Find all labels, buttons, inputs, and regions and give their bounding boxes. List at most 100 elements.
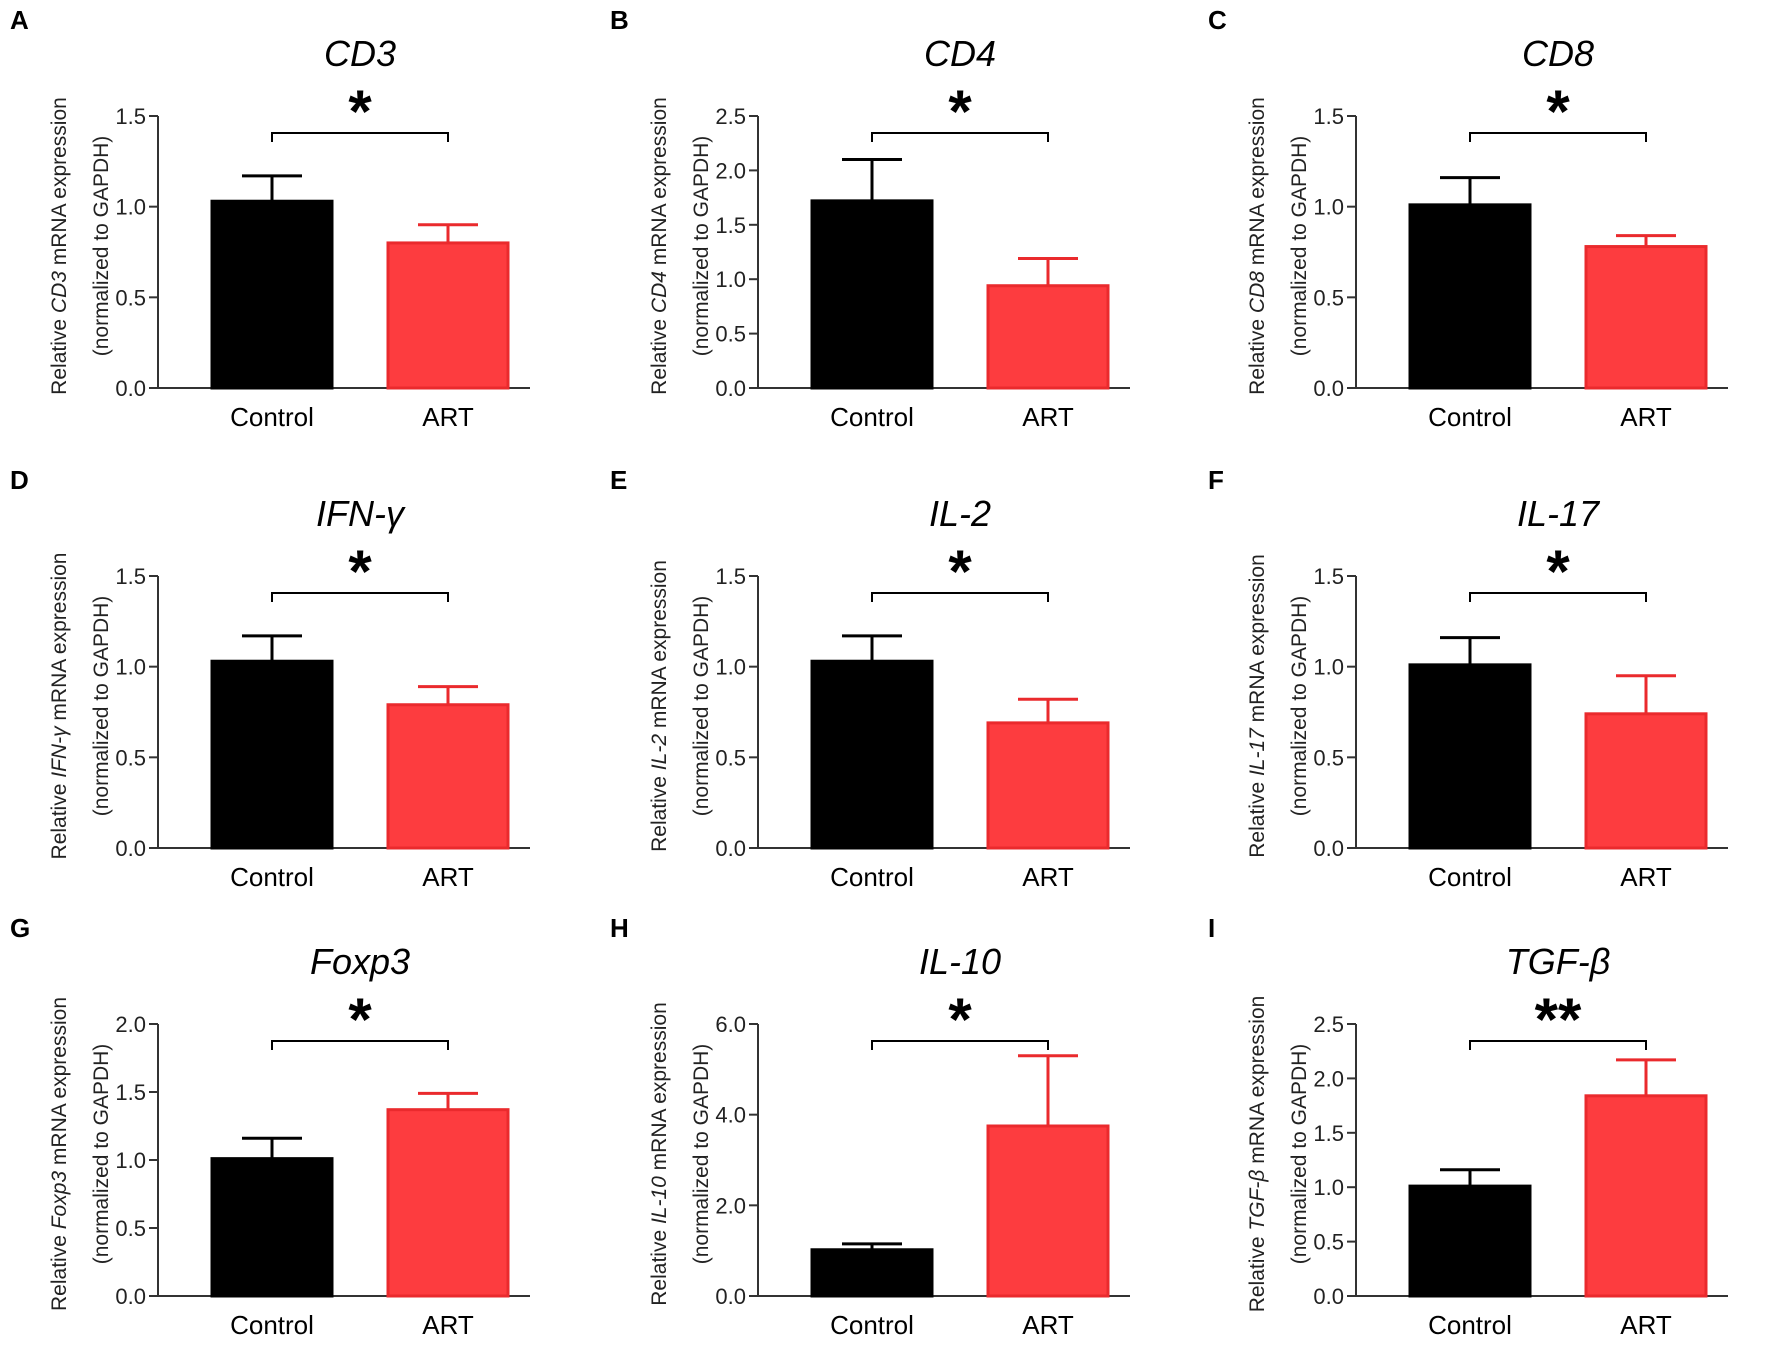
panel-letter: I — [1208, 913, 1215, 943]
y-tick-label: 0.5 — [115, 1216, 146, 1241]
bar-control — [810, 1248, 934, 1298]
significance-marker: * — [1546, 78, 1570, 145]
y-axis-label-line2: (normalized to GAPDH) — [90, 136, 113, 357]
y-tick-label: 0.0 — [115, 1284, 146, 1309]
bar-art — [386, 241, 510, 390]
y-axis-label-line2: (normalized to GAPDH) — [690, 596, 713, 817]
chart-title: IL-2 — [929, 493, 991, 534]
category-label-control: Control — [830, 862, 914, 892]
y-tick-label: 0.5 — [115, 285, 146, 310]
y-label-suffix: mRNA expression — [648, 97, 671, 265]
y-axis-label-line2: (normalized to GAPDH) — [690, 1044, 713, 1265]
y-tick-label: 2.5 — [1313, 1012, 1344, 1037]
significance-marker: * — [948, 78, 972, 145]
y-label-gene: CD8 — [1246, 271, 1269, 313]
y-label-gene: CD4 — [648, 271, 671, 313]
chart-title: TGF-β — [1506, 941, 1611, 982]
y-tick-label: 1.5 — [1313, 564, 1344, 589]
category-label-control: Control — [830, 1310, 914, 1340]
y-axis-label-line2: (normalized to GAPDH) — [690, 136, 713, 357]
significance-bracket — [871, 1040, 1049, 1050]
panel-letter: G — [10, 913, 30, 943]
y-tick-label: 1.0 — [715, 655, 746, 680]
y-label-suffix: mRNA expression — [1246, 97, 1269, 265]
y-label-gene: Foxp3 — [48, 1171, 71, 1230]
category-label-art: ART — [1022, 1310, 1074, 1340]
y-tick-label: 2.0 — [115, 1012, 146, 1037]
y-label-gene: IL-2 — [648, 734, 671, 771]
significance-marker: * — [348, 78, 372, 145]
chart-title: Foxp3 — [310, 941, 410, 982]
panel-letter: F — [1208, 465, 1224, 495]
significance-bracket — [271, 1040, 449, 1050]
panel-letter: B — [610, 5, 629, 35]
y-axis-label: Relative IL-17 mRNA expression — [1246, 554, 1269, 858]
significance-bracket — [1469, 132, 1647, 142]
bar-art — [1584, 245, 1708, 390]
y-tick-label: 1.0 — [115, 1148, 146, 1173]
y-tick-label: 0.5 — [1313, 285, 1344, 310]
y-axis-label: Relative TGF-β mRNA expression — [1246, 996, 1269, 1313]
significance-bracket — [871, 132, 1049, 142]
y-tick-label: 6.0 — [715, 1012, 746, 1037]
category-label-art: ART — [1620, 1310, 1672, 1340]
y-label-gene: IL-10 — [648, 1176, 671, 1224]
y-tick-label: 1.5 — [1313, 104, 1344, 129]
panel-letter: A — [10, 5, 29, 35]
y-tick-label: 1.5 — [715, 213, 746, 238]
y-label-gene: TGF-β — [1246, 1170, 1269, 1231]
bar-control — [210, 199, 334, 390]
category-label-control: Control — [230, 402, 314, 432]
y-label-prefix: Relative — [648, 1230, 671, 1306]
y-label-suffix: mRNA expression — [48, 997, 71, 1165]
category-label-art: ART — [422, 862, 474, 892]
bar-control — [210, 659, 334, 850]
y-tick-label: 0.0 — [715, 836, 746, 861]
y-label-gene: CD3 — [48, 271, 71, 313]
y-tick-label: 1.5 — [115, 1080, 146, 1105]
significance-marker: ** — [1535, 986, 1582, 1053]
y-tick-label: 0.5 — [1313, 1230, 1344, 1255]
category-label-art: ART — [1620, 402, 1672, 432]
y-tick-label: 1.0 — [715, 267, 746, 292]
y-tick-label: 0.0 — [715, 376, 746, 401]
y-tick-label: 1.0 — [115, 195, 146, 220]
bar-art — [386, 703, 510, 850]
y-tick-label: 0.0 — [115, 376, 146, 401]
y-axis-label-line2: (normalized to GAPDH) — [1288, 1044, 1311, 1265]
y-label-prefix: Relative — [48, 1235, 71, 1311]
category-label-art: ART — [1022, 862, 1074, 892]
bar-control — [810, 659, 934, 850]
significance-marker: * — [1546, 538, 1570, 605]
bar-control — [1408, 1184, 1532, 1298]
category-label-art: ART — [1620, 862, 1672, 892]
category-label-control: Control — [1428, 862, 1512, 892]
significance-marker: * — [948, 986, 972, 1053]
panel-letter: H — [610, 913, 629, 943]
y-label-prefix: Relative — [1246, 1236, 1269, 1312]
y-tick-label: 0.5 — [1313, 745, 1344, 770]
y-tick-label: 1.0 — [1313, 195, 1344, 220]
y-label-suffix: mRNA expression — [648, 1002, 671, 1170]
significance-bracket — [271, 592, 449, 602]
chart-title: IL-10 — [919, 941, 1001, 982]
significance-marker: * — [348, 538, 372, 605]
bar-control — [1408, 203, 1532, 390]
y-axis-label: Relative Foxp3 mRNA expression — [48, 997, 71, 1311]
category-label-control: Control — [1428, 1310, 1512, 1340]
bar-art — [986, 284, 1110, 390]
chart-title: CD8 — [1522, 33, 1594, 74]
y-tick-label: 1.5 — [115, 104, 146, 129]
y-axis-label: Relative CD8 mRNA expression — [1246, 97, 1269, 395]
y-axis-label-line2: (normalized to GAPDH) — [90, 1044, 113, 1265]
significance-bracket — [1469, 592, 1647, 602]
bar-art — [1584, 712, 1708, 850]
y-label-suffix: mRNA expression — [1246, 554, 1269, 722]
chart-title: CD4 — [924, 33, 996, 74]
